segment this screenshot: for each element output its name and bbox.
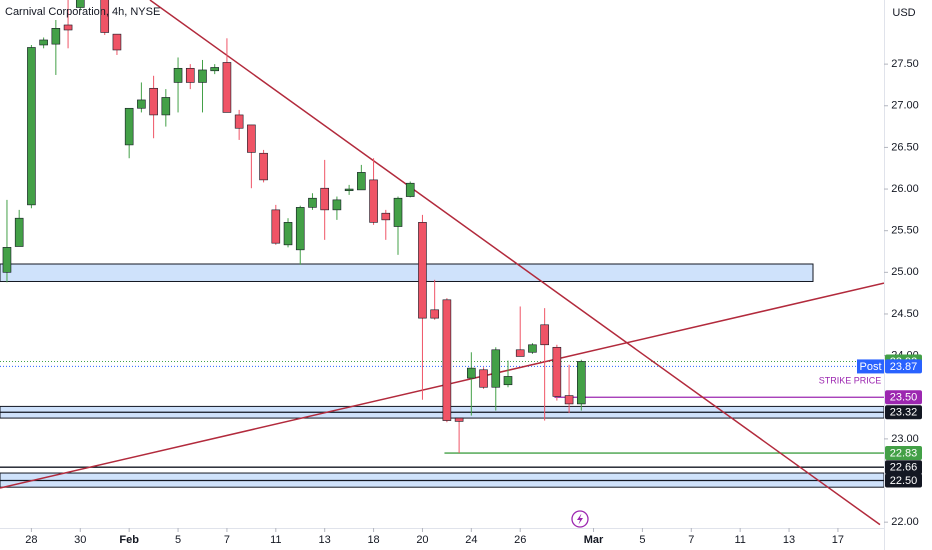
candle-body — [308, 197, 317, 208]
zone — [0, 263, 814, 282]
candle-body — [564, 395, 574, 405]
candle-body — [418, 222, 427, 319]
level-note: STRIKE PRICE — [819, 376, 882, 386]
y-tick-label: 27.50 — [891, 58, 919, 70]
x-tick-label: 7 — [224, 534, 230, 546]
candle-body — [2, 247, 12, 273]
plot-area — [0, 0, 884, 526]
x-tick-label: 17 — [832, 534, 844, 546]
price-label: 23.32 — [890, 407, 918, 419]
price-label: 22.83 — [890, 447, 918, 459]
y-tick-label: 25.50 — [891, 225, 919, 237]
chart-title: Carnival Corporation, 4h, NYSE — [5, 6, 160, 18]
candle-body — [259, 152, 268, 181]
candle-body — [528, 344, 537, 353]
candle-body — [430, 309, 439, 319]
y-tick-label: 26.00 — [891, 183, 919, 195]
candle-body — [344, 188, 354, 192]
price-label-box — [885, 473, 922, 488]
candle-body — [320, 187, 329, 211]
y-tick-label: 24.50 — [891, 308, 919, 320]
candle-body — [75, 0, 85, 8]
price-label-box — [885, 390, 922, 405]
x-tick-label: 18 — [367, 534, 379, 546]
x-tick-label: Feb — [119, 534, 139, 546]
price-label-box — [885, 446, 922, 461]
candle-body — [467, 367, 476, 379]
candle-body — [357, 172, 366, 191]
candle-body — [283, 222, 293, 246]
candle-body — [51, 28, 61, 45]
candle-body — [112, 33, 122, 51]
y-tick-label: 27.00 — [891, 100, 919, 112]
candle-body — [173, 67, 183, 83]
lightning-icon — [571, 510, 589, 528]
candle-body — [14, 217, 24, 247]
candle-body — [577, 361, 586, 405]
x-tick-label: 5 — [175, 534, 181, 546]
candle-body — [442, 299, 452, 421]
trendline — [0, 282, 884, 489]
x-tick-label: 7 — [688, 534, 694, 546]
candle-body — [234, 114, 244, 129]
price-tag-box — [857, 359, 884, 374]
x-tick-label: 13 — [319, 534, 331, 546]
candle-body — [503, 376, 513, 386]
x-tick-label: 24 — [465, 534, 477, 546]
price-label-box — [885, 359, 922, 374]
candle-body — [369, 179, 378, 223]
y-tick-label: 22.00 — [891, 516, 919, 528]
candle-body — [63, 24, 73, 31]
price-label-box — [885, 460, 922, 475]
candle-body — [198, 69, 207, 83]
trendline — [149, 0, 881, 526]
candle-body — [124, 107, 134, 146]
x-tick-label: 30 — [74, 534, 86, 546]
candle-body — [381, 212, 391, 221]
price-tag: Post — [859, 361, 881, 373]
y-tick-label: 25.00 — [891, 266, 919, 278]
candle-body — [27, 47, 36, 206]
price-label-box — [885, 405, 922, 420]
candle-body — [405, 182, 415, 197]
x-tick-label: 11 — [734, 534, 745, 546]
axes: 22.0023.0024.0024.5025.0025.5026.0026.50… — [25, 58, 922, 546]
candle-body — [149, 87, 158, 116]
x-tick-label: 28 — [25, 534, 37, 546]
x-tick-label: 11 — [270, 534, 281, 546]
x-tick-label: 20 — [416, 534, 428, 546]
x-tick-label: Mar — [584, 534, 604, 546]
candle-body — [39, 39, 48, 46]
candle-body — [210, 67, 220, 72]
candle-body — [222, 62, 232, 113]
y-tick-label: 26.50 — [891, 141, 919, 153]
price-label: 23.50 — [890, 392, 918, 404]
candle-body — [332, 199, 342, 211]
currency: USD — [892, 7, 915, 19]
candle-body — [100, 0, 110, 33]
y-tick-label: 23.00 — [891, 433, 919, 445]
price-label: 23.87 — [890, 361, 918, 373]
candle-body — [137, 99, 146, 109]
x-tick-label: 13 — [783, 534, 795, 546]
candle-body — [515, 349, 525, 357]
candle-body — [185, 67, 195, 83]
candle-body — [479, 369, 488, 388]
price-label: 22.50 — [890, 475, 918, 487]
x-tick-label: 26 — [514, 534, 526, 546]
candle-body — [393, 197, 403, 227]
candle-body — [271, 209, 281, 244]
price-label: 22.66 — [890, 462, 918, 474]
candle-body — [552, 346, 562, 397]
candle-body — [540, 324, 549, 346]
candle-body — [295, 207, 305, 251]
candle-body — [454, 417, 464, 422]
candle-body — [491, 349, 501, 388]
candle-body — [247, 124, 256, 153]
x-tick-label: 5 — [639, 534, 645, 546]
candle-body — [161, 97, 171, 116]
